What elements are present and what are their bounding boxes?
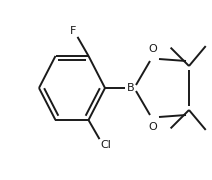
Text: F: F	[70, 26, 77, 36]
Text: O: O	[149, 44, 157, 54]
Text: B: B	[127, 83, 135, 93]
Text: O: O	[149, 122, 157, 132]
Text: Cl: Cl	[100, 140, 111, 150]
